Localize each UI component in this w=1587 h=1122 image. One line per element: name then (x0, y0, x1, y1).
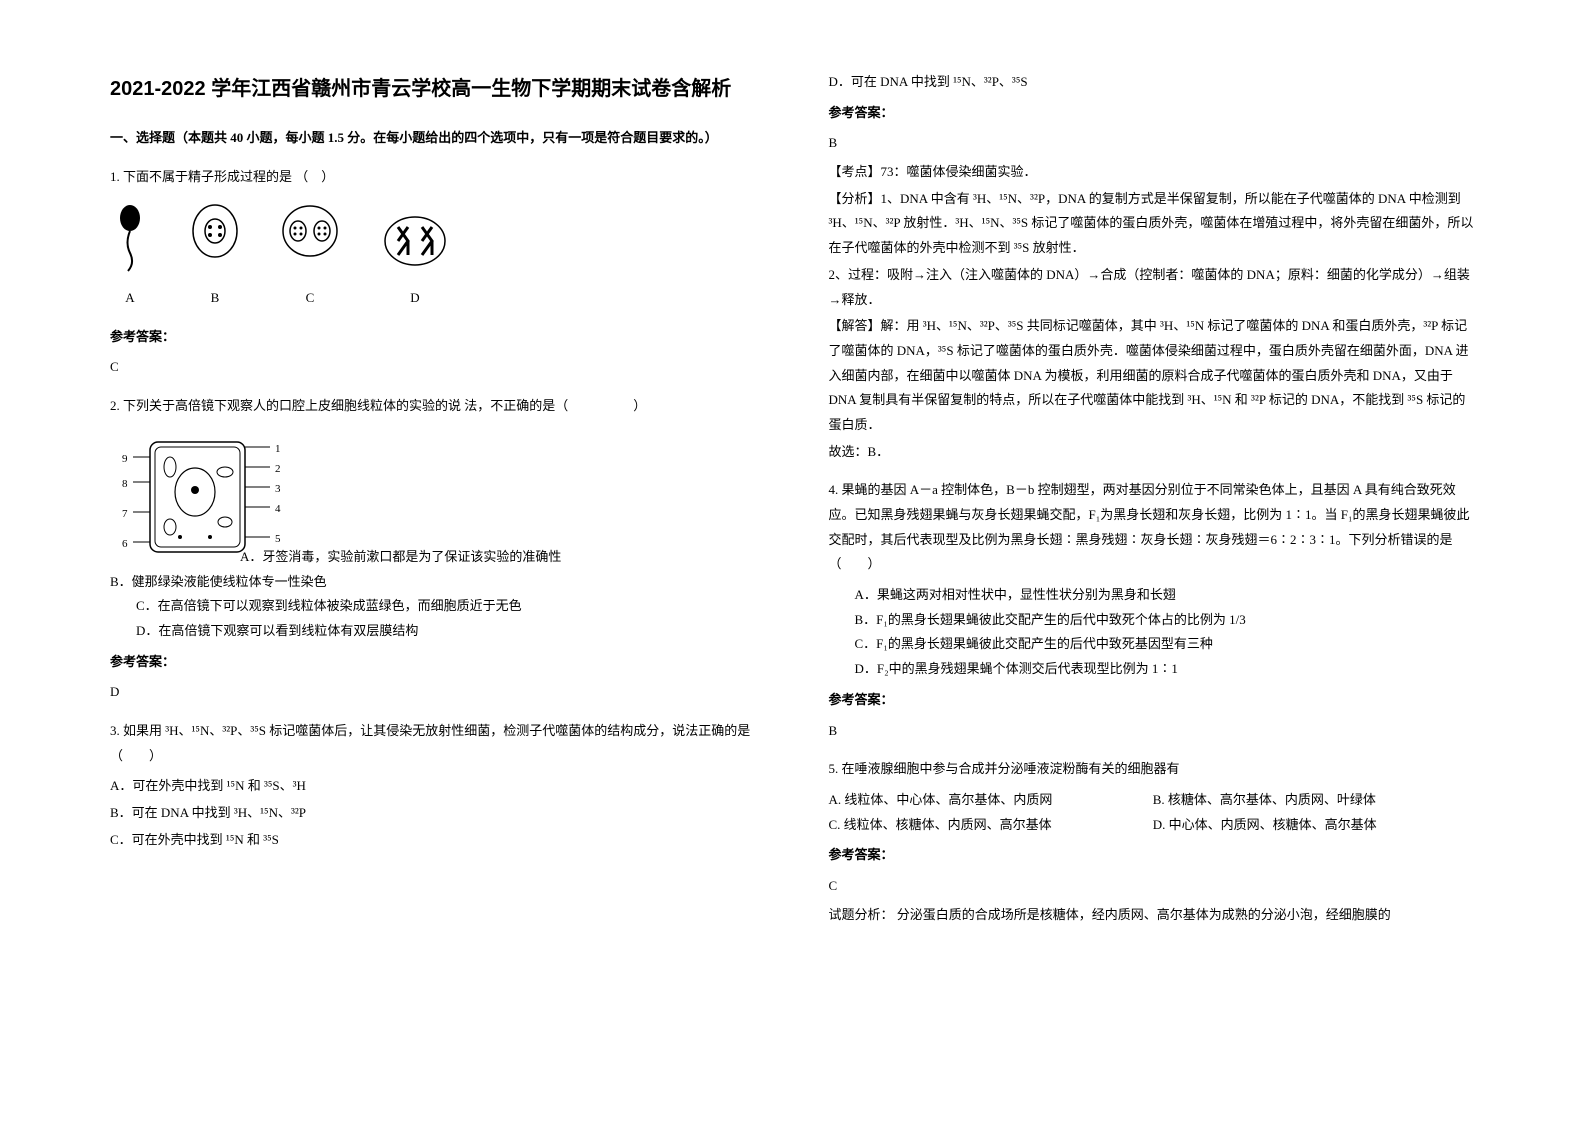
figure-a: A (110, 203, 150, 310)
q5-answer: C (829, 874, 1478, 899)
q2-diagram: 1 2 3 4 5 6 7 8 9 (110, 427, 350, 567)
q3-answer-label: 参考答案： (829, 101, 1478, 126)
q4-optC: C．F₁的黑身长翅果蝇彼此交配产生的后代中致死基因型有三种 (855, 632, 1478, 657)
diagram-num-4: 4 (275, 499, 281, 520)
diagram-num-7: 7 (122, 504, 128, 525)
sperm-icon-a (110, 203, 150, 273)
q3-answer: B (829, 131, 1478, 156)
cell-icon-c (280, 203, 340, 273)
q5-optA: A. 线粒体、中心体、高尔基体、内质网 (829, 788, 1153, 813)
q3-exp1: 【考点】73：噬菌体侵染细菌实验． (829, 160, 1478, 185)
q3-optB: B．可在 DNA 中找到 ³H、¹⁵N、³²P (110, 801, 759, 826)
q5-optD: D. 中心体、内质网、核糖体、高尔基体 (1153, 813, 1477, 838)
diagram-num-6: 6 (122, 534, 128, 555)
q1-stem: 1. 下面不属于精子形成过程的是 （ ） (110, 165, 759, 190)
q3-exp4: 【解答】解：用 ³H、¹⁵N、³²P、³⁵S 共同标记噬菌体，其中 ³H、¹⁵N… (829, 314, 1478, 437)
page-title: 2021-2022 学年江西省赣州市青云学校高一生物下学期期末试卷含解析 (110, 70, 759, 108)
q3-optC: C．可在外壳中找到 ¹⁵N 和 ³⁵S (110, 828, 759, 853)
q4-optD: D．F₂中的黑身残翅果蝇个体测交后代表现型比例为 1∶1 (855, 657, 1478, 682)
q2-optC: C．在高倍镜下可以观察到线粒体被染成蓝绿色，而细胞质近于无色 (136, 594, 759, 619)
q4-optB: B．F₁的黑身长翅果蝇彼此交配产生的后代中致死个体占的比例为 1/3 (855, 608, 1478, 633)
label-a: A (110, 286, 150, 311)
q4-stem: 4. 果蝇的基因 A－a 控制体色，B－b 控制翅型，两对基因分别位于不同常染色… (829, 478, 1478, 577)
q4-optA: A．果蝇这两对相对性状中，显性性状分别为黑身和长翅 (855, 583, 1478, 608)
q3-stem: 3. 如果用 ³H、¹⁵N、³²P、³⁵S 标记噬菌体后，让其侵染无放射性细菌，… (110, 719, 759, 768)
q5-stem: 5. 在唾液腺细胞中参与合成并分泌唾液淀粉酶有关的细胞器有 (829, 757, 1478, 782)
cell-icon-b (190, 203, 240, 273)
q4-answer: B (829, 719, 1478, 744)
diagram-num-5: 5 (275, 529, 281, 550)
q3-exp2: 【分析】1、DNA 中含有 ³H、¹⁵N、³²P，DNA 的复制方式是半保留复制… (829, 187, 1478, 261)
q1-answer-label: 参考答案： (110, 325, 759, 350)
q5-optB: B. 核糖体、高尔基体、内质网、叶绿体 (1153, 788, 1477, 813)
q3-exp5: 故选：B． (829, 440, 1478, 465)
q2-answer: D (110, 680, 759, 705)
diagram-num-9: 9 (122, 449, 128, 470)
q1-figures: A B (110, 203, 759, 310)
q5-exp: 试题分析： 分泌蛋白质的合成场所是核糖体，经内质网、高尔基体为成熟的分泌小泡，经… (829, 903, 1478, 928)
figure-d: D (380, 213, 450, 310)
label-c: C (280, 286, 340, 311)
q3-optD: D．可在 DNA 中找到 ¹⁵N、³²P、³⁵S (829, 70, 1478, 95)
q2-optB: B．健那绿染液能使线粒体专一性染色 (110, 570, 759, 595)
diagram-num-1: 1 (275, 439, 281, 460)
diagram-num-2: 2 (275, 459, 281, 480)
figure-b: B (190, 203, 240, 310)
label-d: D (380, 286, 450, 311)
figure-c: C (280, 203, 340, 310)
chromosome-icon-d (380, 213, 450, 273)
q3-exp3: 2、过程：吸附→注入（注入噬菌体的 DNA）→合成（控制者：噬菌体的 DNA；原… (829, 263, 1478, 312)
q5-optC: C. 线粒体、核糖体、内质网、高尔基体 (829, 813, 1153, 838)
q2-optD: D．在高倍镜下观察可以看到线粒体有双层膜结构 (136, 619, 759, 644)
q5-answer-label: 参考答案： (829, 843, 1478, 868)
diagram-num-3: 3 (275, 479, 281, 500)
q2-stem: 2. 下列关于高倍镜下观察人的口腔上皮细胞线粒体的实验的说 法，不正确的是（ ） (110, 394, 759, 419)
q4-answer-label: 参考答案： (829, 688, 1478, 713)
q1-answer: C (110, 355, 759, 380)
q3-optA: A．可在外壳中找到 ¹⁵N 和 ³⁵S、³H (110, 774, 759, 799)
diagram-num-8: 8 (122, 474, 128, 495)
cell-diagram-svg (130, 432, 280, 562)
label-b: B (190, 286, 240, 311)
section-header: 一、选择题（本题共 40 小题，每小题 1.5 分。在每小题给出的四个选项中，只… (110, 126, 759, 151)
q2-answer-label: 参考答案： (110, 650, 759, 675)
